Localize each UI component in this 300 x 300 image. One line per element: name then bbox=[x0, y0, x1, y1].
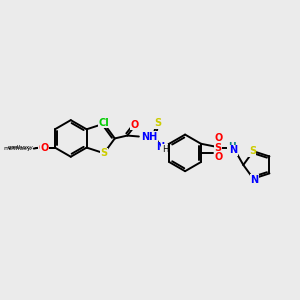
Text: O: O bbox=[214, 152, 222, 162]
Text: N: N bbox=[156, 142, 164, 152]
Text: S: S bbox=[154, 118, 162, 128]
Text: H: H bbox=[162, 145, 168, 154]
Text: NH: NH bbox=[141, 131, 157, 142]
Text: O: O bbox=[40, 142, 49, 153]
Text: O: O bbox=[38, 142, 46, 153]
Text: N: N bbox=[230, 146, 238, 155]
Text: O: O bbox=[214, 133, 222, 143]
Text: H: H bbox=[228, 142, 236, 151]
Text: S: S bbox=[249, 146, 256, 156]
Text: O: O bbox=[131, 120, 139, 130]
Text: methoxy: methoxy bbox=[8, 145, 34, 150]
Text: Cl: Cl bbox=[99, 118, 110, 128]
Text: methoxy: methoxy bbox=[3, 146, 31, 151]
Text: S: S bbox=[215, 142, 222, 153]
Text: N: N bbox=[250, 175, 258, 184]
Text: S: S bbox=[100, 148, 108, 158]
